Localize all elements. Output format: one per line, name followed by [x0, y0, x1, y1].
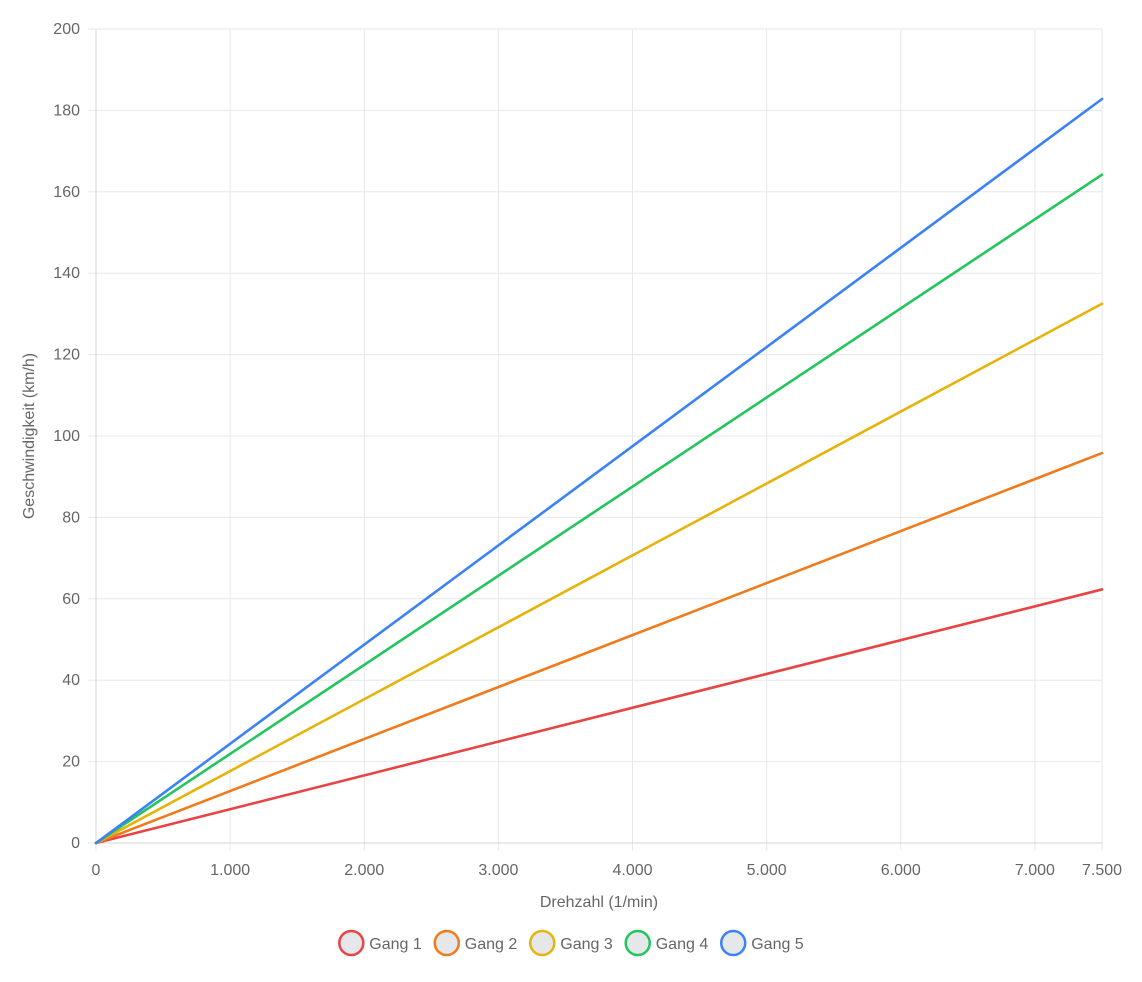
x-axis-title: Drehzahl (1/min) — [540, 894, 658, 911]
legend-swatch — [433, 929, 461, 957]
x-tick-label: 4.000 — [613, 862, 653, 879]
x-tick-label: 5.000 — [747, 862, 787, 879]
y-tick-label: 100 — [53, 428, 80, 445]
y-tick-label: 140 — [53, 265, 80, 282]
y-tick-label: 0 — [71, 835, 80, 852]
x-tick-label: 6.000 — [881, 862, 921, 879]
y-tick-label: 160 — [53, 184, 80, 201]
legend-item-gang-4[interactable]: Gang 4 — [624, 929, 709, 957]
x-tick-label: 7.000 — [1015, 862, 1055, 879]
legend-swatch — [624, 929, 651, 957]
series-lines — [94, 97, 1104, 845]
legend-item-gang-2[interactable]: Gang 2 — [433, 929, 518, 957]
legend-swatch — [529, 929, 556, 957]
x-tick-label: 3.000 — [478, 862, 518, 879]
grid — [88, 28, 1103, 851]
series-line-gang-1 — [94, 588, 1104, 845]
legend-label: Gang 4 — [656, 936, 709, 953]
legend-swatch — [338, 929, 365, 957]
x-tick-label: 2.000 — [344, 862, 384, 879]
legend-swatch — [719, 929, 747, 957]
legend-label: Gang 5 — [751, 936, 804, 953]
x-axis-ticks: 0 1.000 2.000 3.000 4.000 5.000 6.000 7.000 7.50… — [92, 862, 1123, 879]
series-line-gang-5 — [94, 97, 1104, 845]
x-tick-label: 1.000 — [210, 862, 250, 879]
y-tick-label: 40 — [62, 672, 80, 689]
y-axis-title: Geschwindigkeit (km/h) — [21, 353, 38, 519]
series-line-gang-4 — [94, 173, 1104, 845]
y-tick-label: 20 — [62, 754, 80, 771]
legend-item-gang-5[interactable]: Gang 5 — [719, 929, 804, 957]
y-tick-label: 120 — [53, 347, 80, 364]
legend-label: Gang 2 — [465, 936, 518, 953]
series-line-gang-2 — [94, 451, 1104, 845]
x-tick-label: 0 — [92, 862, 101, 879]
y-tick-label: 80 — [62, 509, 80, 526]
legend-item-gang-1[interactable]: Gang 1 — [338, 929, 422, 957]
axes — [95, 29, 1102, 844]
y-tick-label: 180 — [53, 102, 80, 119]
legend-label: Gang 3 — [560, 936, 613, 953]
legend: Gang 1 Gang 2 Gang 3 Gang 4 Gang 5 — [338, 929, 804, 957]
legend-item-gang-3[interactable]: Gang 3 — [529, 929, 613, 957]
legend-label: Gang 1 — [369, 936, 422, 953]
y-axis-ticks: 0 20 40 60 80 100 120 140 160 180 200 — [53, 21, 80, 852]
y-tick-label: 60 — [62, 591, 80, 608]
x-tick-label: 7.500 — [1082, 862, 1122, 879]
series-line-gang-3 — [94, 302, 1104, 845]
y-tick-label: 200 — [53, 21, 80, 38]
